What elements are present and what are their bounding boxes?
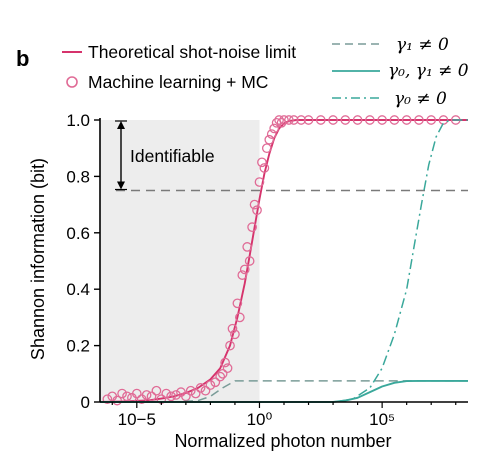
- data-point-ml-18: [190, 388, 201, 399]
- data-point-ml-24: [217, 368, 228, 379]
- x-tick-label-0: 10−5: [118, 410, 156, 429]
- data-point-ml-39: [254, 177, 265, 187]
- identifiable-arrow-head-top: [117, 121, 125, 129]
- data-point-ml-6: [131, 388, 142, 399]
- data-point-ml-4: [122, 391, 132, 402]
- data-point-ml-21: [205, 380, 216, 390]
- x-axis-label: Normalized photon number: [174, 431, 391, 451]
- data-point-ml-32: [237, 270, 248, 280]
- data-point-ml-20: [200, 385, 211, 396]
- legend-label-gamma1: γ₁ ≠ 0: [396, 35, 449, 55]
- data-point-ml-61: [401, 115, 412, 125]
- data-point-ml-22: [210, 377, 221, 388]
- data-point-ml-0: [102, 394, 113, 405]
- data-point-ml-25: [220, 357, 230, 368]
- x-tick-label-1: 10⁰: [247, 410, 273, 429]
- plot-area: Identifiable 0 0.2 0.4 0.6 0.8 1.0 10−5 10⁰ 10⁵: [66, 111, 468, 429]
- data-point-ml-45: [269, 123, 280, 134]
- data-point-ml-41: [259, 163, 270, 173]
- data-point-ml-26: [222, 363, 233, 374]
- data-point-ml-28: [227, 323, 238, 334]
- data-point-ml-19: [195, 383, 206, 393]
- data-point-ml-53: [303, 115, 314, 125]
- data-point-ml-31: [234, 312, 245, 323]
- data-point-ml-51: [288, 115, 299, 125]
- data-point-ml-40: [257, 157, 267, 168]
- data-point-ml-55: [328, 115, 338, 125]
- data-point-ml-23: [215, 371, 226, 382]
- data-point-ml-58: [365, 115, 375, 125]
- data-point-ml-3: [117, 388, 127, 399]
- series-4-line: [100, 119, 468, 403]
- data-point-ml-49: [279, 115, 289, 125]
- data-point-ml-35: [244, 256, 255, 266]
- data-point-ml-12: [161, 388, 172, 399]
- identifiable-arrow-head-bottom: [117, 181, 125, 190]
- data-point-ml-13: [166, 391, 176, 402]
- identifiable-shaded-region: [100, 120, 260, 402]
- legend-swatch-ml: [66, 76, 78, 88]
- y-tick-label-4: 0.8: [66, 167, 90, 186]
- data-point-ml-27: [225, 340, 235, 351]
- data-point-ml-63: [426, 115, 437, 125]
- data-point-ml-52: [296, 115, 307, 125]
- legend: Theoretical shot-noise limit Machine lea…: [62, 35, 469, 109]
- legend-label-ml: Machine learning + MC: [88, 72, 268, 92]
- data-point-ml-10: [151, 385, 162, 396]
- legend-label-gamma0: γ₀ ≠ 0: [394, 89, 447, 109]
- data-point-ml-57: [352, 115, 363, 125]
- y-axis-label: Shannon information (bit): [28, 158, 48, 360]
- data-point-ml-59: [377, 115, 387, 125]
- y-tick-label-2: 0.4: [66, 280, 90, 299]
- y-tick-label-5: 1.0: [66, 111, 90, 130]
- y-tick-label-1: 0.2: [66, 337, 90, 356]
- identifiable-label: Identifiable: [130, 146, 215, 166]
- data-point-ml-50: [284, 115, 294, 125]
- y-tick-label-0: 0: [81, 393, 90, 412]
- data-point-ml-38: [252, 205, 262, 216]
- data-point-ml-47: [274, 115, 284, 125]
- data-point-ml-56: [340, 115, 351, 125]
- data-point-ml-17: [185, 385, 196, 396]
- panel-label: b: [16, 46, 29, 71]
- data-point-ml-37: [249, 199, 260, 210]
- data-point-ml-42: [261, 143, 272, 154]
- data-point-ml-54: [315, 115, 326, 125]
- data-point-ml-43: [264, 134, 275, 145]
- data-point-ml-8: [141, 390, 152, 400]
- data-point-ml-14: [171, 390, 181, 400]
- legend-label-theory: Theoretical shot-noise limit: [88, 42, 296, 62]
- data-point-ml-62: [414, 115, 424, 125]
- data-point-ml-60: [389, 115, 400, 125]
- y-tick-label-3: 0.6: [66, 224, 90, 243]
- data-point-ml-2: [112, 395, 123, 406]
- data-point-ml-34: [242, 242, 253, 252]
- data-point-ml-44: [266, 129, 277, 139]
- data-point-ml-30: [232, 298, 243, 309]
- legend-label-gamma01: γ₀, γ₁ ≠ 0: [388, 61, 469, 81]
- data-point-ml-29: [230, 329, 240, 340]
- data-point-ml-36: [247, 222, 257, 233]
- data-point-ml-33: [239, 264, 250, 275]
- data-point-ml-9: [146, 391, 157, 402]
- x-tick-label-2: 10⁵: [369, 410, 395, 429]
